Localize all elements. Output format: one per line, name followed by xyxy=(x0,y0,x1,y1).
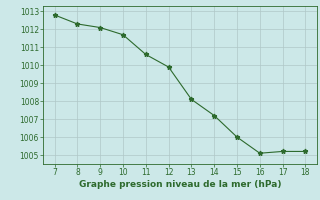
X-axis label: Graphe pression niveau de la mer (hPa): Graphe pression niveau de la mer (hPa) xyxy=(79,180,281,189)
